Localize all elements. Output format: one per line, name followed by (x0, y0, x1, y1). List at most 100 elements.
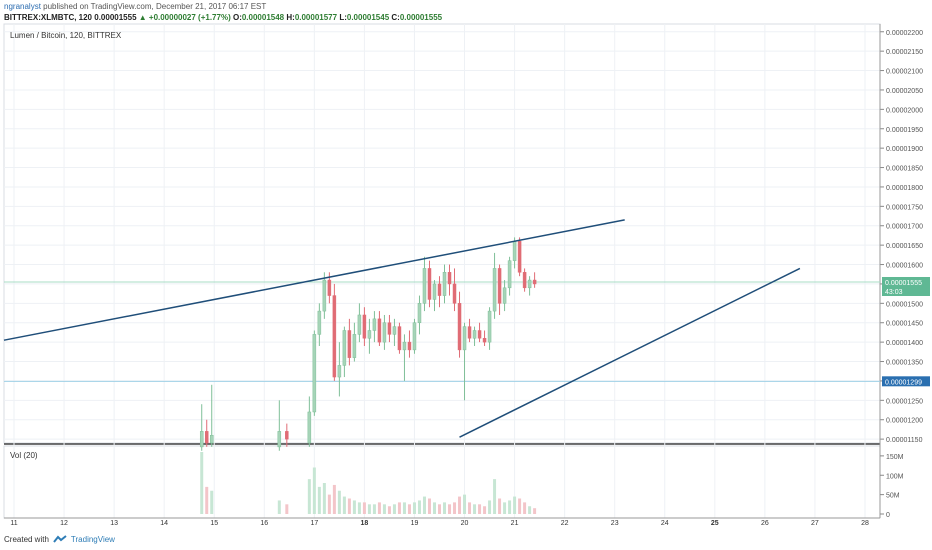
time-tick-label: 17 (310, 520, 318, 527)
candle-body (522, 272, 527, 289)
time-tick-label: 15 (210, 520, 218, 527)
candle-body (412, 322, 417, 351)
price-tick-label: 0.00001650 (886, 243, 923, 250)
candle-body (402, 341, 407, 351)
volume-bar (518, 498, 522, 514)
volume-bar (277, 500, 281, 514)
candle-body (367, 330, 372, 339)
volume-bar (473, 504, 477, 514)
candle-body (517, 241, 522, 273)
symbol-label: BITTREX:XLMBTC, 120 (4, 13, 93, 22)
volume-bar (402, 502, 406, 514)
volume-bar (347, 498, 351, 514)
volume-bar (412, 502, 416, 514)
candle-body (387, 322, 392, 335)
volume-bar (437, 504, 441, 514)
marked-level-badge (882, 376, 930, 387)
volume-bar (387, 506, 391, 514)
volume-bar (307, 479, 311, 514)
candle-body (422, 268, 427, 304)
candle-body (342, 330, 347, 366)
candle-body (512, 241, 517, 261)
volume-bar (210, 490, 214, 514)
time-tick-label: 12 (60, 520, 68, 527)
candle-body (357, 314, 362, 335)
candle-body (497, 268, 502, 304)
trendline (3, 219, 625, 341)
last-value: 0.00001555 (94, 13, 137, 22)
time-tick-label: 13 (110, 520, 118, 527)
publish-line: ngranalyst published on TradingView.com,… (4, 2, 266, 11)
time-tick-label: 21 (511, 520, 519, 527)
publish-text: published on TradingView.com, December 2… (43, 2, 267, 11)
high-value: 0.00001577 (294, 13, 338, 22)
candle-body (442, 272, 447, 296)
volume-bar (200, 452, 204, 514)
volume-tick-label: 0 (886, 512, 890, 519)
price-tick-label: 0.00001150 (886, 437, 923, 444)
price-tick-label: 0.00001500 (886, 301, 923, 308)
last-price-badge (882, 276, 930, 296)
volume-bar (397, 502, 401, 514)
candle-body (487, 310, 492, 343)
volume-bar (508, 500, 512, 514)
volume-bar (503, 502, 507, 514)
pane-title: Lumen / Bitcoin, 120, BITTREX (10, 31, 122, 40)
candle-body (377, 318, 382, 343)
time-tick-label: 27 (811, 520, 819, 527)
candle-body (317, 310, 322, 335)
price-tick-label: 0.00001700 (886, 224, 923, 231)
candle-body (492, 268, 497, 312)
candle-body (507, 260, 512, 289)
candle-body (337, 365, 342, 378)
volume-bar (367, 504, 371, 514)
volume-bar (458, 496, 462, 514)
candle-body (347, 330, 352, 358)
low-value: 0.00001545 (346, 13, 390, 22)
volume-bar (528, 506, 532, 514)
volume-bar (362, 502, 366, 514)
volume-bar (523, 502, 527, 514)
candle-body (462, 326, 467, 351)
candle-body (312, 334, 317, 413)
author-link[interactable]: ngranalyst (4, 2, 41, 11)
candle-body (417, 303, 422, 323)
candle-body (437, 283, 442, 296)
price-tick-label: 0.00001850 (886, 166, 923, 173)
candle-body (209, 434, 214, 444)
candle-body (327, 279, 332, 296)
change-value: ▲ +0.00000027 (+1.77%) (138, 13, 231, 22)
tradingview-link[interactable]: TradingView (70, 535, 115, 544)
candle-body (322, 279, 327, 312)
time-tick-label: 23 (611, 520, 619, 527)
volume-bar (322, 483, 326, 514)
candle-body (532, 279, 537, 285)
trendline (459, 267, 801, 438)
price-tick-label: 0.00002000 (886, 107, 923, 114)
candle-body (482, 338, 487, 343)
symbol-line: BITTREX:XLMBTC, 120 0.00001555 ▲ +0.0000… (4, 13, 442, 22)
price-tick-label: 0.00001600 (886, 263, 923, 270)
volume-bar (448, 504, 452, 514)
open-value: 0.00001548 (241, 13, 285, 22)
volume-bar (463, 494, 467, 514)
time-tick-label: 24 (661, 520, 669, 527)
candle-body (352, 334, 357, 358)
candle-body (502, 287, 507, 304)
price-tick-label: 0.00001250 (886, 398, 923, 405)
candle-body (372, 318, 377, 331)
time-tick-label: 25 (711, 520, 719, 527)
volume-bar (392, 504, 396, 514)
time-tick-label: 16 (260, 520, 268, 527)
volume-bar (342, 496, 346, 514)
volume-tick-label: 50M (886, 493, 900, 500)
volume-bar (533, 508, 537, 514)
volume-bar (432, 502, 436, 514)
volume-title: Vol (20) (10, 451, 38, 460)
volume-bar (205, 486, 209, 514)
candle-body (285, 431, 289, 440)
tradingview-logo-icon (53, 535, 67, 543)
candle-body (447, 272, 452, 285)
volume-tick-label: 150M (886, 454, 904, 461)
